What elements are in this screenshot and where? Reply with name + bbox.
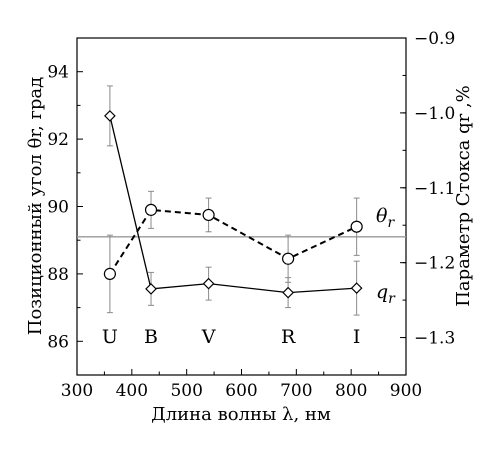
data-point-diamond bbox=[350, 282, 363, 294]
x-tick-label: 900 bbox=[390, 381, 422, 401]
data-point-circle bbox=[144, 203, 158, 216]
x-tick-label: 700 bbox=[280, 381, 312, 401]
left-y-ticks: 86 88 90 92 94 bbox=[47, 37, 83, 376]
data-point-circle bbox=[282, 252, 295, 265]
band-label-V: V bbox=[201, 326, 216, 348]
band-label-I: I bbox=[353, 326, 361, 348]
x-ticks: 300 400 500 600 700 800 900 bbox=[61, 369, 422, 401]
data-point-circle bbox=[350, 220, 363, 233]
left-y-axis-label: Позиционный угол θr, град bbox=[25, 77, 46, 336]
band-label-U: U bbox=[102, 326, 118, 348]
right-tick-label: −1.1 bbox=[414, 179, 455, 199]
x-axis-label: Длина волны λ, нм bbox=[151, 404, 331, 425]
series-label-q: qr bbox=[376, 281, 396, 307]
series-line-circle bbox=[109, 208, 358, 275]
band-label-R: R bbox=[281, 326, 296, 348]
right-y-ticks: −1.3 −1.2 −1.1 −1.0 −0.9 bbox=[400, 29, 455, 376]
right-tick-label: −0.9 bbox=[414, 29, 455, 49]
right-tick-label: −1.0 bbox=[414, 104, 455, 124]
left-tick-label: 94 bbox=[47, 63, 69, 83]
series-line-diamond bbox=[109, 115, 357, 294]
left-tick-label: 86 bbox=[47, 332, 69, 352]
series-lines bbox=[109, 115, 358, 294]
series-label-theta: θr bbox=[376, 205, 395, 231]
data-point-diamond bbox=[282, 286, 294, 299]
data-point-diamond bbox=[202, 277, 215, 290]
left-tick-label: 88 bbox=[47, 265, 69, 285]
x-tick-label: 800 bbox=[335, 381, 367, 401]
left-tick-label: 92 bbox=[47, 130, 69, 150]
data-point-diamond bbox=[104, 110, 116, 122]
right-tick-label: −1.3 bbox=[414, 329, 455, 349]
error-bars bbox=[106, 85, 360, 316]
data-point-circle bbox=[202, 208, 215, 222]
data-point-circle bbox=[103, 267, 117, 280]
x-tick-label: 600 bbox=[225, 381, 257, 401]
band-label-B: B bbox=[144, 326, 158, 348]
left-tick-label: 90 bbox=[47, 198, 69, 218]
x-tick-label: 500 bbox=[170, 381, 202, 401]
series-markers bbox=[103, 110, 363, 299]
x-tick-label: 300 bbox=[61, 381, 93, 401]
x-tick-label: 400 bbox=[116, 381, 148, 401]
data-point-diamond bbox=[145, 283, 157, 295]
right-y-axis-label: Параметр Стокса qr ,% bbox=[453, 85, 474, 307]
right-tick-label: −1.2 bbox=[414, 254, 455, 274]
